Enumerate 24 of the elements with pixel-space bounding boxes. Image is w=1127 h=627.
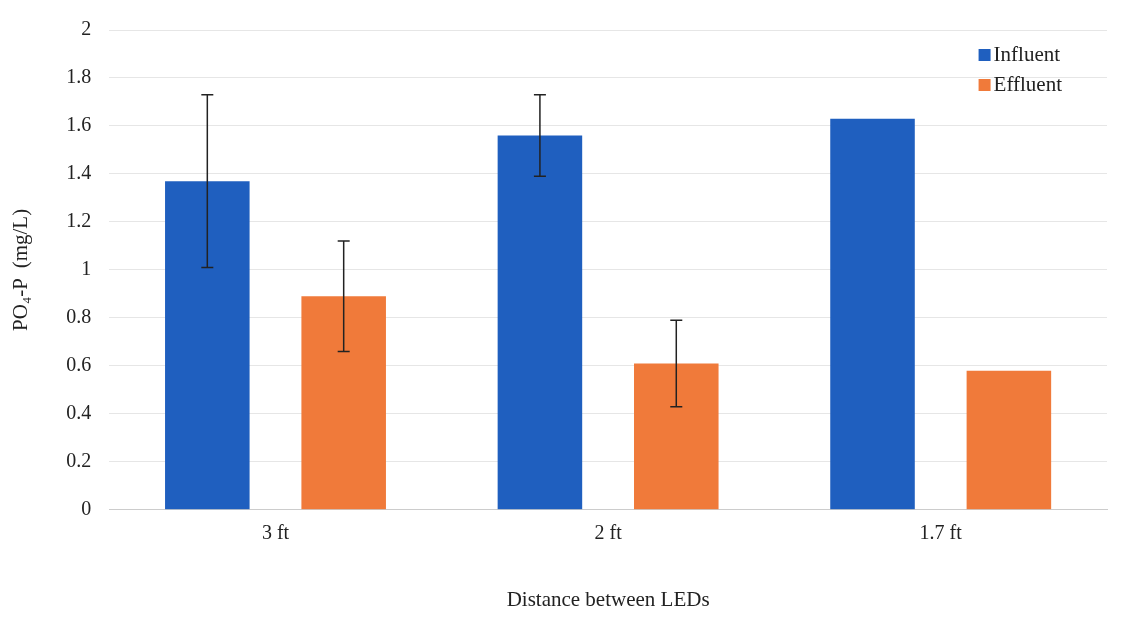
y-axis-title: PO₄-P (mg/L) (8, 208, 33, 331)
y-tick-label: 2 (81, 17, 92, 40)
y-tick-label: 1.6 (66, 113, 92, 136)
bar (165, 181, 250, 510)
legend-label: Influent (993, 41, 1061, 66)
bar (301, 296, 386, 510)
y-tick-label: 0.6 (66, 353, 92, 376)
y-tick-label: 0.4 (66, 401, 92, 424)
y-tick-label: 1.4 (66, 161, 92, 184)
x-tick-label: 1.7 ft (919, 521, 963, 544)
bar (830, 118, 915, 510)
y-tick-label: 1 (81, 257, 92, 280)
y-tick-label: 1.8 (66, 65, 92, 88)
x-tick-label: 2 ft (594, 521, 623, 544)
legend-label: Effluent (993, 71, 1063, 96)
y-tick-label: 0 (81, 497, 92, 520)
y-tick-label: 1.2 (66, 209, 92, 232)
bar (966, 370, 1052, 510)
y-tick-label: 0.2 (66, 449, 92, 472)
x-tick-label: 3 ft (261, 521, 290, 544)
x-axis-title: Distance between LEDs (506, 586, 710, 611)
bar (634, 363, 719, 510)
bar (497, 135, 583, 510)
y-tick-label: 0.8 (66, 305, 92, 328)
